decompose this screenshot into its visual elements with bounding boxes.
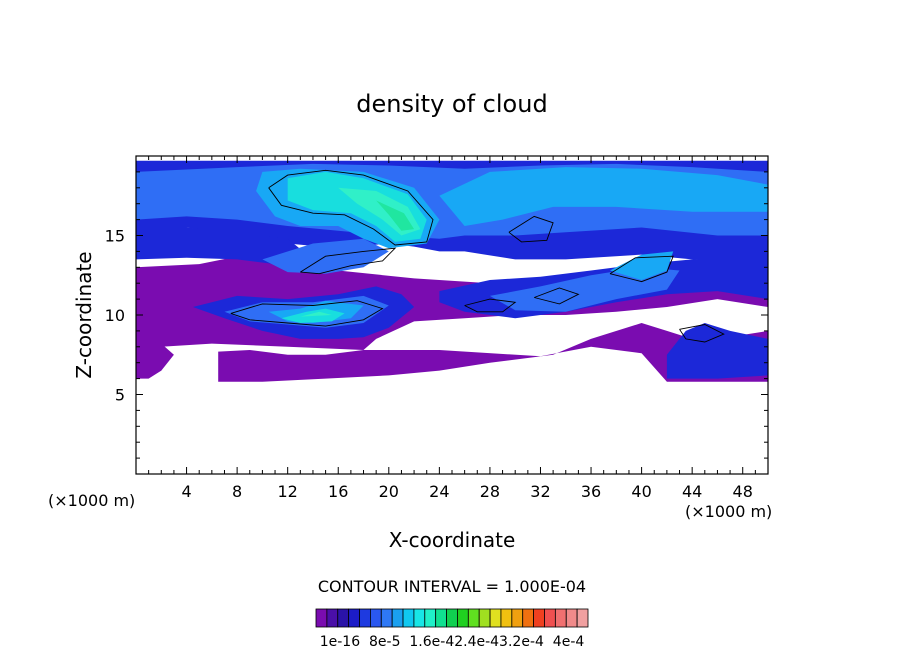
x-tick-label: 4 xyxy=(181,482,191,501)
colorbar-swatch xyxy=(533,608,545,628)
y-tick-label: 10 xyxy=(105,306,125,325)
colorbar-swatch xyxy=(435,608,447,628)
x-axis-label: X-coordinate xyxy=(389,528,516,552)
contour-line-5 xyxy=(609,255,674,283)
x-tick-label: 48 xyxy=(733,482,753,501)
x-tick-label: 40 xyxy=(631,482,651,501)
contour-line-3 xyxy=(230,300,384,327)
x-tick-label: 32 xyxy=(530,482,550,501)
colorbar-swatch xyxy=(402,608,415,628)
chart-title: density of cloud xyxy=(356,90,547,118)
colorbar-swatch xyxy=(446,608,458,628)
density-region-1 xyxy=(136,338,174,379)
colorbar-swatch xyxy=(391,608,404,628)
colorbar-swatch xyxy=(359,608,371,628)
density-region-3 xyxy=(136,227,313,265)
density-region-19 xyxy=(376,200,415,231)
y-tick-label: 15 xyxy=(105,227,125,246)
contour-line-4 xyxy=(464,298,517,313)
x-tick-label: 24 xyxy=(429,482,449,501)
density-regions xyxy=(136,160,768,382)
x-tick-label: 8 xyxy=(232,482,242,501)
colorbar-swatch xyxy=(511,608,524,628)
colorbar-swatch xyxy=(522,608,534,628)
colorbar-swatch xyxy=(565,608,578,628)
colorbar-swatch xyxy=(337,608,350,628)
density-region-18 xyxy=(300,311,332,317)
density-region-12 xyxy=(439,167,768,226)
colorbar-swatch xyxy=(544,608,556,628)
x-tick-label: 16 xyxy=(328,482,348,501)
colorbar-swatch xyxy=(489,608,502,628)
x-tick-label: 20 xyxy=(379,482,399,501)
density-region-10 xyxy=(489,267,680,312)
colorbar-labels: 1e-16 8e-5 1.6e-42.4e-43.2e-4 4e-4 xyxy=(320,634,585,650)
x-tick-label: 44 xyxy=(682,482,702,501)
contour-line-0 xyxy=(268,169,434,246)
colorbar-swatch xyxy=(467,608,480,628)
colorbar-swatch xyxy=(478,608,491,628)
contour-lines xyxy=(230,169,725,343)
colorbar-swatch xyxy=(348,608,360,628)
x-ticks: 4 8 12 16 20 24 28 32 36 40 44 48 xyxy=(148,156,756,501)
colorbar-swatch xyxy=(380,608,393,628)
contour-line-1 xyxy=(300,247,397,275)
contour-line-7 xyxy=(534,287,580,305)
x-tick-label: 28 xyxy=(480,482,500,501)
colorbar-swatch xyxy=(424,608,437,628)
colorbar-swatch xyxy=(457,608,469,628)
contour-line-2 xyxy=(508,215,554,243)
y-axis-label: Z-coordinate xyxy=(72,251,96,378)
density-region-6 xyxy=(666,323,768,379)
contour-line-6 xyxy=(679,324,725,343)
colorbar-swatch xyxy=(500,608,513,628)
contour-interval: CONTOUR INTERVAL = 1.000E-04 xyxy=(318,577,586,596)
colorbar-swatch xyxy=(315,608,328,628)
colorbar-swatch xyxy=(369,608,382,628)
colorbar-swatch xyxy=(413,608,426,628)
x-unit-left: (×1000 m) xyxy=(48,491,135,510)
x-tick-label: 12 xyxy=(278,482,298,501)
colorbar-swatch xyxy=(554,608,567,628)
colorbar-swatch xyxy=(326,608,339,628)
density-region-14 xyxy=(610,251,674,280)
x-unit-right: (×1000 m) xyxy=(685,502,772,521)
colorbar xyxy=(315,608,589,628)
y-tick-label: 5 xyxy=(115,386,125,405)
x-tick-label: 36 xyxy=(581,482,601,501)
y-ticks: 5 10 15 xyxy=(105,171,768,459)
colorbar-swatch xyxy=(576,608,589,628)
